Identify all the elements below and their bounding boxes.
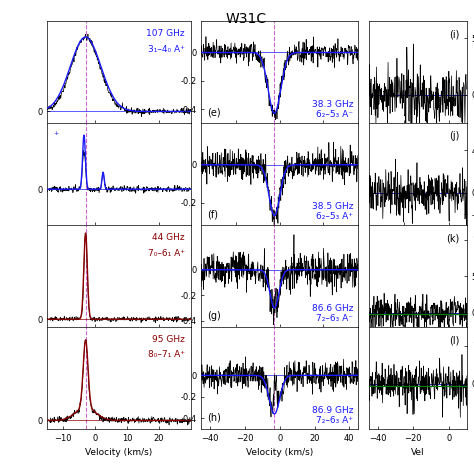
Text: 86.6 GHz: 86.6 GHz: [312, 304, 353, 313]
Text: (k): (k): [446, 233, 459, 243]
Text: (e): (e): [208, 107, 221, 117]
Text: (f): (f): [208, 209, 219, 219]
Text: 38.3 GHz: 38.3 GHz: [312, 100, 353, 109]
Text: 6₂–5₃ A⁺: 6₂–5₃ A⁺: [316, 212, 353, 221]
Text: 3₁–4₀ A⁺: 3₁–4₀ A⁺: [148, 45, 185, 54]
Text: 7₀–6₁ A⁺: 7₀–6₁ A⁺: [148, 248, 185, 257]
Text: 95 GHz: 95 GHz: [152, 335, 185, 344]
X-axis label: Velocity (km/s): Velocity (km/s): [85, 448, 153, 457]
Text: 6₂–5₃ A⁻: 6₂–5₃ A⁻: [316, 110, 353, 119]
Text: 86.9 GHz: 86.9 GHz: [312, 406, 353, 415]
X-axis label: Velocity (km/s): Velocity (km/s): [246, 448, 313, 457]
Text: 7₂–6₃ A⁻: 7₂–6₃ A⁻: [316, 314, 353, 323]
X-axis label: Vel: Vel: [411, 448, 425, 457]
Text: 44 GHz: 44 GHz: [152, 233, 185, 242]
Text: 107 GHz: 107 GHz: [146, 29, 185, 38]
Text: 38.5 GHz: 38.5 GHz: [312, 202, 353, 211]
Text: W31C: W31C: [226, 12, 267, 26]
Text: (i): (i): [449, 29, 459, 39]
Text: ⁺: ⁺: [53, 131, 58, 141]
Text: 7₂–6₃ A⁺: 7₂–6₃ A⁺: [316, 416, 353, 425]
Text: (h): (h): [208, 413, 221, 423]
Text: (g): (g): [208, 311, 221, 321]
Text: 8₀–7₁ A⁺: 8₀–7₁ A⁺: [148, 350, 185, 359]
Text: (j): (j): [449, 131, 459, 141]
Text: (l): (l): [449, 335, 459, 345]
